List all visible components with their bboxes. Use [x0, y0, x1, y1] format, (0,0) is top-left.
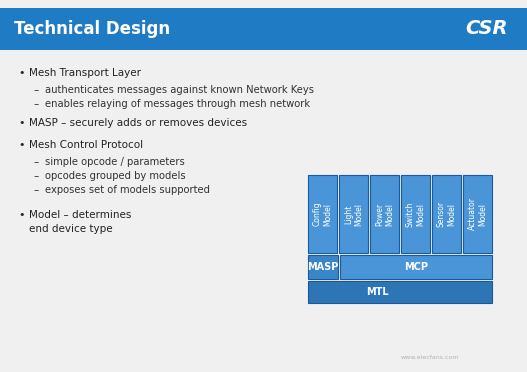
Text: Technical Design: Technical Design	[14, 20, 170, 38]
Text: Light
Model: Light Model	[344, 202, 363, 225]
Text: –: –	[34, 157, 39, 167]
Bar	[308, 175, 337, 253]
Text: Mesh Transport Layer: Mesh Transport Layer	[29, 68, 141, 78]
Text: •: •	[18, 210, 24, 220]
Text: www.elecfans.com: www.elecfans.com	[401, 355, 459, 360]
Bar	[0, 8, 527, 50]
Text: MTL: MTL	[367, 287, 389, 297]
Text: –: –	[34, 85, 39, 95]
Text: simple opcode / parameters: simple opcode / parameters	[45, 157, 185, 167]
Bar	[463, 175, 492, 253]
Bar	[432, 175, 461, 253]
Bar	[401, 175, 430, 253]
Text: •: •	[18, 140, 24, 150]
Text: –: –	[34, 185, 39, 195]
Text: Actuator
Model: Actuator Model	[468, 198, 487, 231]
Text: –: –	[34, 99, 39, 109]
Text: CSR: CSR	[465, 19, 508, 38]
Bar	[308, 255, 338, 279]
Bar	[308, 281, 492, 303]
Text: –: –	[34, 171, 39, 181]
Text: Power
Model: Power Model	[375, 202, 394, 225]
Bar	[339, 175, 368, 253]
Text: enables relaying of messages through mesh network: enables relaying of messages through mes…	[45, 99, 310, 109]
Bar	[340, 255, 492, 279]
Text: Switch
Model: Switch Model	[406, 201, 425, 227]
Text: end device type: end device type	[29, 224, 113, 234]
Text: MASP: MASP	[307, 262, 339, 272]
Text: •: •	[18, 118, 24, 128]
Bar	[370, 175, 399, 253]
Text: opcodes grouped by models: opcodes grouped by models	[45, 171, 186, 181]
Text: exposes set of models supported: exposes set of models supported	[45, 185, 210, 195]
Text: Config
Model: Config Model	[313, 202, 332, 226]
Text: MASP – securely adds or removes devices: MASP – securely adds or removes devices	[29, 118, 247, 128]
Text: Mesh Control Protocol: Mesh Control Protocol	[29, 140, 143, 150]
Text: authenticates messages against known Network Keys: authenticates messages against known Net…	[45, 85, 314, 95]
Text: MCP: MCP	[404, 262, 428, 272]
Text: Sensor
Model: Sensor Model	[437, 201, 456, 227]
Text: •: •	[18, 68, 24, 78]
Text: Model – determines: Model – determines	[29, 210, 131, 220]
